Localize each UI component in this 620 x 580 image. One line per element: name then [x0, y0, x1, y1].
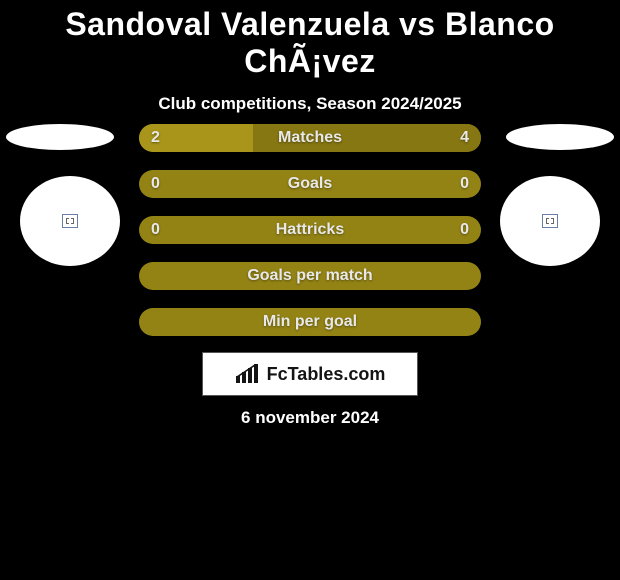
stat-label: Goals per match — [247, 267, 372, 285]
brand-box: FcTables.com — [202, 352, 418, 396]
placeholder-icon — [542, 214, 558, 228]
page-subtitle: Club competitions, Season 2024/2025 — [0, 94, 620, 114]
stat-label: Min per goal — [263, 313, 357, 331]
player-left-ellipse — [6, 124, 114, 150]
date-text: 6 november 2024 — [0, 408, 620, 428]
stat-value-left: 2 — [151, 129, 160, 147]
brand-text: FcTables.com — [267, 364, 386, 385]
player-left-badge — [20, 176, 120, 266]
stat-label: Hattricks — [276, 221, 344, 239]
placeholder-icon — [62, 214, 78, 228]
comparison-infographic: Sandoval Valenzuela vs Blanco ChÃ¡vez Cl… — [0, 0, 620, 580]
stat-bar: Goals per match — [139, 262, 481, 290]
stat-value-right: 4 — [460, 129, 469, 147]
stat-bar: Goals 0 0 — [139, 170, 481, 198]
stat-bar: Matches 2 4 — [139, 124, 481, 152]
stat-value-left: 0 — [151, 221, 160, 239]
stat-value-right: 0 — [460, 175, 469, 193]
stat-value-left: 0 — [151, 175, 160, 193]
page-title: Sandoval Valenzuela vs Blanco ChÃ¡vez — [0, 0, 620, 80]
stat-value-right: 0 — [460, 221, 469, 239]
player-right-badge — [500, 176, 600, 266]
stat-label: Goals — [288, 175, 332, 193]
brand-chart-icon — [235, 364, 261, 384]
stat-bars: Matches 2 4 Goals 0 0 Hattricks 0 0 Goals per mat… — [139, 124, 481, 336]
stat-bar: Min per goal — [139, 308, 481, 336]
stat-label: Matches — [278, 129, 342, 147]
player-right-ellipse — [506, 124, 614, 150]
stat-bar: Hattricks 0 0 — [139, 216, 481, 244]
